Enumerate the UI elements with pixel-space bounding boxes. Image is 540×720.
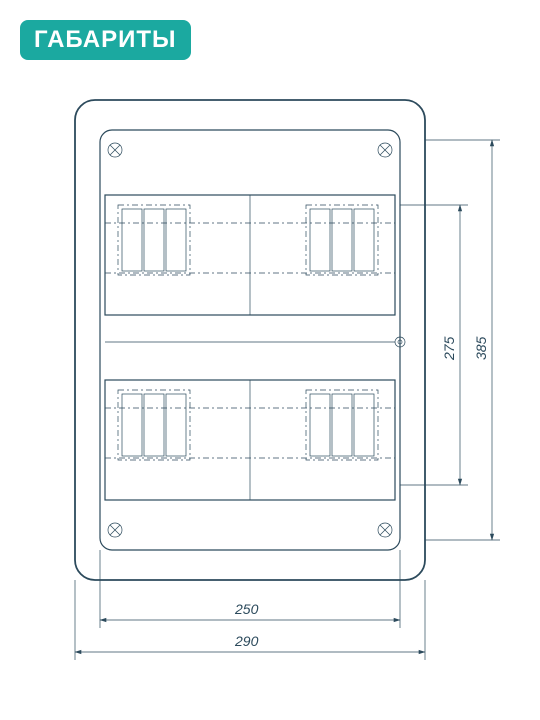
outer-enclosure	[75, 100, 425, 580]
screw-bl	[108, 523, 122, 537]
screw-br	[378, 523, 392, 537]
module-row-2	[105, 380, 395, 500]
screw-tl	[108, 143, 122, 157]
screw-tr	[378, 143, 392, 157]
title-badge: ГАБАРИТЫ	[20, 20, 191, 60]
module-row-1	[105, 195, 395, 315]
dim-height-inner-label: 275	[441, 336, 457, 361]
dim-height-outer-label: 385	[473, 336, 489, 360]
dim-width-outer-label: 290	[234, 633, 259, 649]
dim-width-inner-label: 250	[234, 601, 259, 617]
dimension-drawing: 250 290 275 385	[30, 90, 530, 690]
